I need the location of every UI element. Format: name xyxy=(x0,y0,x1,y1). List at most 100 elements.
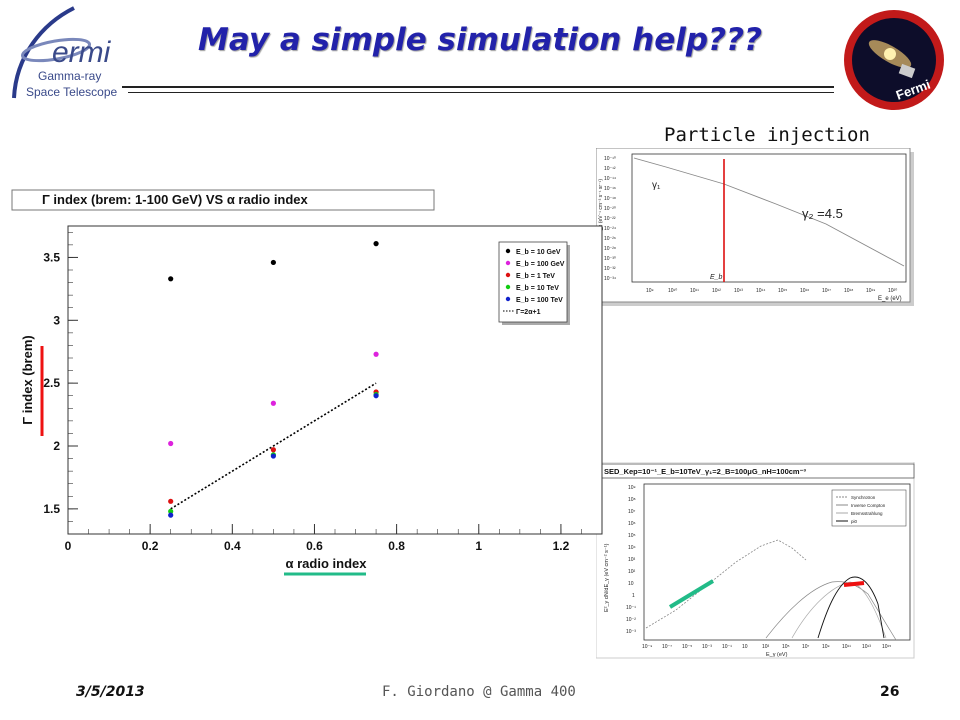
slide-title: May a simple simulation help??? xyxy=(198,22,762,58)
svg-text:10¹²: 10¹² xyxy=(712,288,721,294)
x-tick-label: 1.2 xyxy=(553,539,570,553)
x-tick-label: 0.6 xyxy=(306,539,323,553)
gamma1-label: γ₁ xyxy=(652,180,661,191)
mission-patch-logo: Fermi xyxy=(844,10,944,110)
data-point-series-0 xyxy=(373,241,379,247)
sed-panel: SED_Kep=10⁻¹_E_b=10TeV_γ₁=2_B=100μG_nH=1… xyxy=(596,462,915,659)
particle-injection-panel: 10⁻¹⁰ 10⁻¹² 10⁻¹⁴ 10⁻¹⁶ 10⁻¹⁸ 10⁻²⁰ 10⁻²… xyxy=(596,148,914,306)
injection-x-ticks: 10⁹ 10¹⁰ 10¹¹ 10¹² 10¹³ 10¹⁴ 10¹⁵ 10¹⁶ 1… xyxy=(646,288,897,294)
svg-text:10⁵: 10⁵ xyxy=(628,533,636,539)
legend-marker-0 xyxy=(505,248,511,254)
data-point-series-2 xyxy=(270,447,276,453)
svg-text:10⁻¹⁶: 10⁻¹⁶ xyxy=(604,186,616,192)
title-rule-bottom xyxy=(128,92,834,93)
svg-text:10⁹: 10⁹ xyxy=(646,288,654,294)
data-point-series-3 xyxy=(168,508,174,514)
svg-text:10⁻¹: 10⁻¹ xyxy=(626,605,636,611)
svg-text:10¹³: 10¹³ xyxy=(862,644,871,650)
svg-text:10¹⁴: 10¹⁴ xyxy=(756,288,765,294)
logo-text-main: ermi xyxy=(52,36,112,69)
svg-text:10⁻²⁸: 10⁻²⁸ xyxy=(604,246,616,252)
data-point-series-1 xyxy=(168,440,174,447)
y-tick-label: 3 xyxy=(53,313,60,327)
chart-title-box xyxy=(11,189,435,211)
logo-text-line1: Gamma-ray xyxy=(38,69,101,83)
svg-text:10¹⁷: 10¹⁷ xyxy=(822,288,831,294)
svg-text:10¹¹: 10¹¹ xyxy=(690,288,699,294)
legend-marker-2 xyxy=(505,272,511,278)
svg-text:10⁻³: 10⁻³ xyxy=(702,644,712,650)
eb-label: E_b xyxy=(710,274,723,281)
svg-text:10⁻³: 10⁻³ xyxy=(626,629,636,635)
footer-author-event: F. Giordano @ Gamma 400 xyxy=(382,684,576,700)
svg-text:10⁻¹⁴: 10⁻¹⁴ xyxy=(604,176,616,182)
svg-text:10⁻²⁴: 10⁻²⁴ xyxy=(604,226,616,232)
x-axis-label: α radio index xyxy=(286,556,368,571)
data-point-series-0 xyxy=(168,276,174,282)
footer-page-number: 26 xyxy=(880,684,900,700)
svg-text:10: 10 xyxy=(628,581,634,587)
data-point-series-0 xyxy=(270,259,276,266)
main-scatter-chart: Γ index (brem: 1-100 GeV) VS α radio ind… xyxy=(11,189,603,576)
data-point-series-1 xyxy=(373,351,379,357)
svg-text:10¹¹: 10¹¹ xyxy=(842,644,851,650)
legend-label-2: E_b = 1 TeV xyxy=(516,273,555,280)
x-tick-label: 0.8 xyxy=(388,539,405,553)
data-point-series-4 xyxy=(270,453,276,459)
svg-text:10⁷: 10⁷ xyxy=(802,644,810,650)
svg-text:10⁻³⁴: 10⁻³⁴ xyxy=(604,276,616,282)
sed-x-axis-label: E_γ (eV) xyxy=(766,652,788,658)
legend-label-0: E_b = 10 GeV xyxy=(516,249,561,256)
x-tick-label: 0.2 xyxy=(142,539,159,553)
svg-text:10⁶: 10⁶ xyxy=(628,521,636,527)
svg-text:10²: 10² xyxy=(628,569,636,575)
svg-text:10¹⁹: 10¹⁹ xyxy=(866,288,875,294)
svg-text:10⁻¹⁸: 10⁻¹⁸ xyxy=(604,196,616,202)
injection-spectrum-curve xyxy=(633,157,905,267)
y-axis-ticks: 1.5 2 2.5 3 3.5 xyxy=(43,231,78,522)
svg-text:10⁷: 10⁷ xyxy=(628,509,636,515)
svg-text:10²⁰: 10²⁰ xyxy=(888,288,897,294)
x-tick-label: 0 xyxy=(65,539,72,553)
sed-title: SED_Kep=10⁻¹_E_b=10TeV_γ₁=2_B=100μG_nH=1… xyxy=(604,467,807,476)
legend-fit-line-label: Γ=2α+1 xyxy=(516,309,541,316)
svg-text:10⁸: 10⁸ xyxy=(628,497,636,503)
chart-title: Γ index (brem: 1-100 GeV) VS α radio ind… xyxy=(42,192,309,207)
fermi-logo: ermi Gamma-ray Space Telescope xyxy=(12,6,118,99)
sed-legend-pi0: pi0 xyxy=(851,519,858,524)
x-axis-ticks: 0 0.2 0.4 0.6 0.8 1 1.2 xyxy=(65,524,582,553)
svg-text:10⁹: 10⁹ xyxy=(628,485,636,491)
sed-y-ticks: 10⁹ 10⁸ 10⁷ 10⁶ 10⁵ 10⁴ 10³ 10² 10 1 10⁻… xyxy=(626,485,636,635)
y-tick-label: 2.5 xyxy=(43,376,60,390)
sed-y-axis-label: E²_γ dN/dE_γ (eV cm⁻² s⁻¹) xyxy=(604,543,610,612)
y-tick-label: 3.5 xyxy=(43,250,60,264)
svg-text:1: 1 xyxy=(632,593,635,599)
particle-injection-caption: Particle injection xyxy=(664,124,870,146)
svg-text:10⁻¹²: 10⁻¹² xyxy=(604,166,616,172)
data-point-series-4 xyxy=(373,393,379,399)
legend-label-3: E_b = 10 TeV xyxy=(516,285,559,292)
svg-text:10⁻⁵: 10⁻⁵ xyxy=(682,644,692,650)
injection-x-axis-label: E_e (eV) xyxy=(878,296,902,302)
data-point-series-2 xyxy=(168,498,174,504)
gamma2-label: γ₂ =4.5 xyxy=(802,206,843,221)
svg-text:10³: 10³ xyxy=(628,557,636,563)
legend-label-1: E_b = 100 GeV xyxy=(516,261,565,268)
svg-text:10¹⁰: 10¹⁰ xyxy=(668,288,677,294)
chart-legend: E_b = 10 GeV E_b = 100 GeV E_b = 1 TeV E_b … xyxy=(498,241,570,325)
svg-text:10⁻²⁶: 10⁻²⁶ xyxy=(604,236,616,242)
svg-text:10⁻¹⁰: 10⁻¹⁰ xyxy=(604,156,616,162)
sed-pi0-curve xyxy=(817,576,885,639)
sed-radio-data-segment xyxy=(668,579,715,609)
x-tick-label: 0.4 xyxy=(224,539,241,553)
svg-text:10: 10 xyxy=(742,644,748,650)
svg-text:10¹³: 10¹³ xyxy=(734,288,743,294)
svg-text:10⁵: 10⁵ xyxy=(782,644,790,650)
sed-legend-ic: Inverse Compton xyxy=(851,503,886,508)
svg-text:10¹⁵: 10¹⁵ xyxy=(778,288,787,294)
y-tick-label: 1.5 xyxy=(43,502,60,516)
svg-text:10⁻¹: 10⁻¹ xyxy=(722,644,732,650)
injection-y-ticks: 10⁻¹⁰ 10⁻¹² 10⁻¹⁴ 10⁻¹⁶ 10⁻¹⁸ 10⁻²⁰ 10⁻²… xyxy=(604,156,616,282)
svg-text:10⁻⁷: 10⁻⁷ xyxy=(662,644,672,650)
sed-legend-brem: Bremsstrahlung xyxy=(851,511,883,516)
